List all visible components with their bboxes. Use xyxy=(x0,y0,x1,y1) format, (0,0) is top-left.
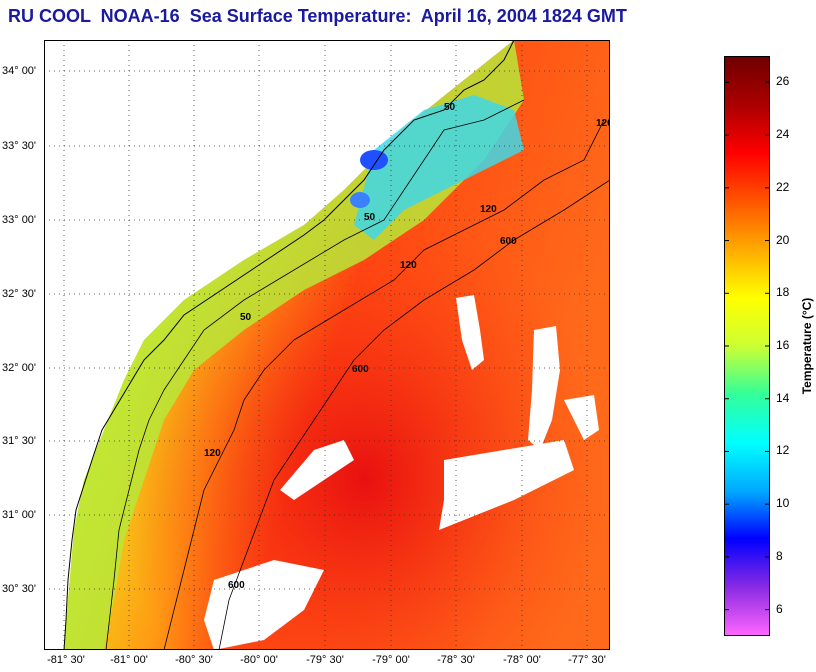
lat-label-33-30: 33° 30' xyxy=(2,140,37,152)
lat-label-30-30: 30° 30' xyxy=(2,583,37,595)
lat-label-31-30: 31° 30' xyxy=(2,435,37,447)
colorbar-tick-label: 22 xyxy=(776,179,790,194)
sst-map: 50 50 50 120 120 120 120 600 600 600 xyxy=(44,40,610,650)
contour-50 xyxy=(105,99,525,650)
graticule xyxy=(44,40,610,650)
lon-label-80-30: -80° 30' xyxy=(175,654,213,666)
contour-label-50-b: 50 xyxy=(364,212,376,223)
sst-map-canvas: 50 50 50 120 120 120 120 600 600 600 xyxy=(44,40,610,650)
colorbar-tick-label: 8 xyxy=(776,548,783,563)
lon-label-80-00: -80° 00' xyxy=(240,654,278,666)
contour-120 xyxy=(163,119,605,650)
colorbar-tick-label: 26 xyxy=(776,74,790,89)
contour-label-600-a: 600 xyxy=(500,236,517,247)
lon-label-79-30: -79° 30' xyxy=(306,654,344,666)
colorbar-tick-label: 16 xyxy=(776,338,790,352)
cold-core xyxy=(360,150,388,170)
lon-label-78-00: -78° 00' xyxy=(503,654,541,666)
colorbar-tick-label: 24 xyxy=(776,127,790,142)
contour-label-120-d: 120 xyxy=(204,448,221,459)
lat-label-31-00: 31° 00' xyxy=(2,509,37,521)
map-title: RU COOL NOAA-16 Sea Surface Temperature:… xyxy=(8,6,627,26)
colorbar-title: Temperature (°C) xyxy=(800,297,814,395)
cloud-patches xyxy=(204,295,599,650)
colorbar-tick-label: 12 xyxy=(776,443,790,458)
cold-core-2 xyxy=(350,192,370,208)
lon-label-79-00: -79° 00' xyxy=(372,654,410,666)
colorbar-gradient xyxy=(724,56,770,636)
contour-label-120-b: 120 xyxy=(480,204,497,215)
contour-600 xyxy=(218,179,610,650)
temperature-colorbar xyxy=(724,56,770,636)
contour-label-120-c: 120 xyxy=(400,260,417,271)
colorbar-tick-label: 6 xyxy=(776,601,783,616)
map-frame xyxy=(44,40,610,650)
contour-label-120-a: 120 xyxy=(596,118,610,129)
colorbar-tick-label: 14 xyxy=(776,390,790,405)
contour-label-600-c: 600 xyxy=(228,580,245,591)
coastline xyxy=(63,40,515,650)
contour-label-600-b: 600 xyxy=(352,364,369,375)
colorbar-tick-label: 20 xyxy=(776,232,790,247)
contour-label-50-a: 50 xyxy=(444,102,456,113)
lat-label-32-00: 32° 00' xyxy=(2,362,37,374)
lon-label-81-00: -81° 00' xyxy=(110,654,148,666)
lat-label-33-00: 33° 00' xyxy=(2,214,37,226)
lon-label-81-30: -81° 30' xyxy=(47,654,85,666)
lon-label-77-30: -77° 30' xyxy=(568,654,606,666)
lat-label-34-00: 34° 00' xyxy=(2,65,37,77)
colorbar-tick-label: 18 xyxy=(776,285,790,300)
lon-label-78-30: -78° 30' xyxy=(437,654,475,666)
contour-label-50-c: 50 xyxy=(240,312,252,323)
lat-label-32-30: 32° 30' xyxy=(2,288,37,300)
colorbar-tick-label: 10 xyxy=(776,496,790,511)
cold-water-patch xyxy=(354,95,524,240)
